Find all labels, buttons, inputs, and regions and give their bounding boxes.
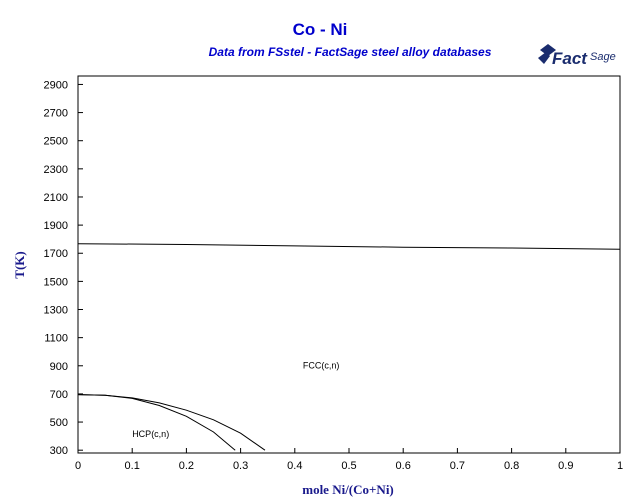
y-tick-label: 500 [50,417,68,429]
phase-boundary-line [77,243,621,250]
x-tick-label: 0.2 [179,460,194,472]
phase-boundary-line [77,394,236,451]
x-axis-ticks: 0 0.1 0.2 0.3 0.4 0.5 0.6 0.7 0.8 0.9 1 [75,448,623,472]
plot-frame [77,75,621,454]
x-tick-label: 0.8 [504,460,519,472]
y-tick-label: 700 [50,389,68,401]
phase-region-labels: FCC(c,n) HCP(c,n) [132,361,339,439]
x-tick-label: 1 [617,460,623,472]
y-tick-label: 900 [50,361,68,373]
x-tick-label: 0.6 [396,460,411,472]
x-axis-title: mole Ni/(Co+Ni) [302,482,394,497]
x-tick-label: 0.3 [233,460,248,472]
svg-text:Fact: Fact [552,49,588,68]
y-tick-label: 1300 [44,305,68,317]
y-tick-label: 2300 [44,164,68,176]
y-tick-label: 2900 [44,79,68,91]
y-axis-title: T(K) [12,251,27,278]
y-tick-label: 2100 [44,192,68,204]
phase-boundaries [77,243,621,451]
y-tick-label: 1900 [44,220,68,232]
x-tick-label: 0 [75,460,81,472]
y-tick-label: 1500 [44,276,68,288]
y-tick-label: 300 [50,445,68,457]
svg-text:Sage: Sage [590,51,616,63]
y-axis-ticks: 300 500 700 900 1100 1300 1500 1700 1900 2100 2300… [44,79,83,457]
x-tick-label: 0.1 [125,460,140,472]
chart-subtitle: Data from FSstel - FactSage steel alloy … [208,45,492,59]
x-tick-label: 0.9 [558,460,573,472]
chart-title: Co - Ni [292,20,348,39]
x-tick-label: 0.7 [450,460,465,472]
x-tick-label: 0.5 [341,460,356,472]
y-tick-label: 2700 [44,108,68,120]
x-tick-label: 0.4 [287,460,302,472]
factsage-logo-icon: Fact Sage [538,44,616,68]
factsage-logo: Fact Sage [538,40,618,72]
y-tick-label: 1700 [44,248,68,260]
y-tick-label: 2500 [44,136,68,148]
phase-boundary-line [77,394,266,451]
y-tick-label: 1100 [44,333,68,345]
phase-region-label: FCC(c,n) [303,361,340,371]
phase-region-label: HCP(c,n) [132,429,169,439]
